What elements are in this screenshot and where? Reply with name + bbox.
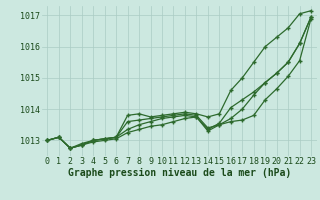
X-axis label: Graphe pression niveau de la mer (hPa): Graphe pression niveau de la mer (hPa) <box>68 168 291 178</box>
